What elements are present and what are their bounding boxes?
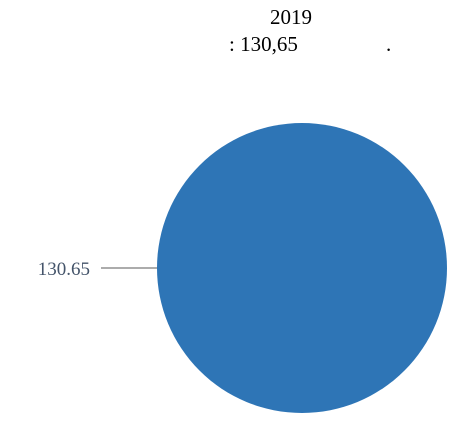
data-label: 130.65	[38, 259, 90, 280]
pie-slice	[157, 123, 447, 413]
chart-title-line-2: : 130,65	[229, 32, 298, 56]
chart-title-line-1: 2019	[270, 5, 312, 29]
chart-title-period: .	[386, 32, 392, 56]
